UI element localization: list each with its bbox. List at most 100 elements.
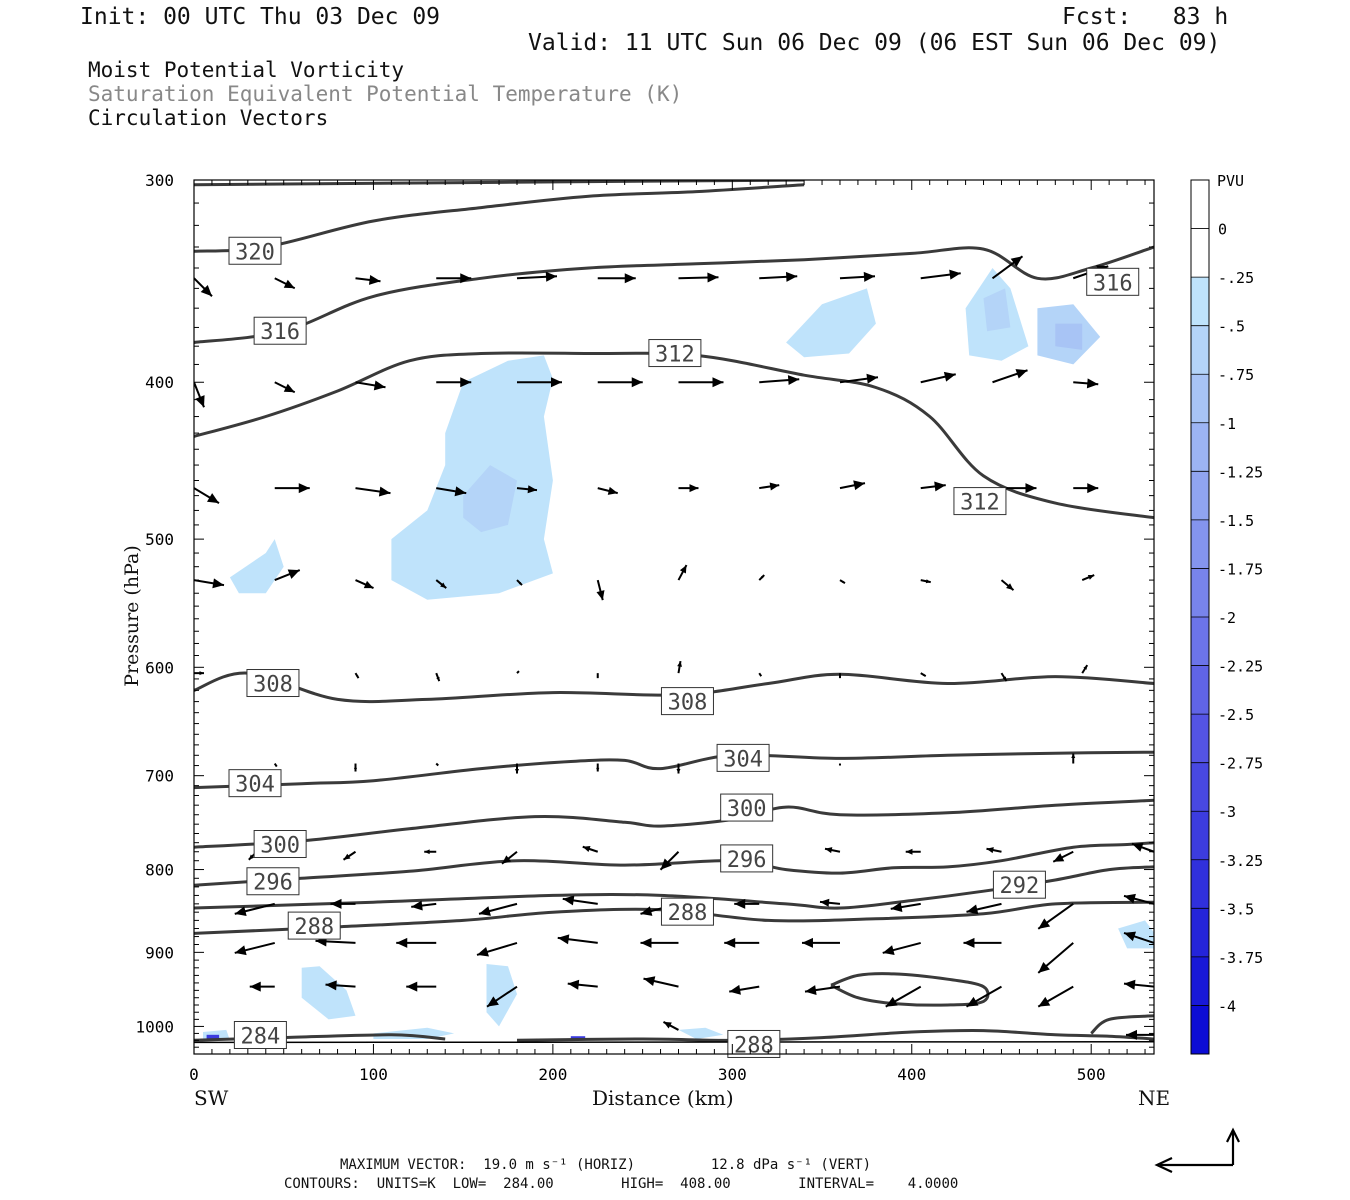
y-tick-label: 400: [145, 373, 174, 392]
svg-text:312: 312: [960, 491, 1000, 516]
circulation-vector: [1123, 979, 1154, 990]
circulation-vector: [1073, 483, 1099, 494]
surface-line: [194, 1040, 1154, 1044]
y-tick-label: 700: [145, 767, 174, 786]
svg-text:288: 288: [294, 915, 334, 940]
circulation-vector: [516, 271, 558, 282]
contour-label: 312: [953, 487, 1007, 516]
contours-note: CONTOURS: UNITS=K LOW= 284.00 HIGH= 408.…: [284, 1176, 959, 1192]
contour-label: 288: [287, 911, 341, 940]
circulation-vector: [677, 660, 682, 674]
colorbar-swatch: [1191, 277, 1209, 326]
contour-line-296: [194, 841, 1154, 887]
circulation-vector: [643, 976, 679, 988]
circulation-vector: [436, 273, 472, 284]
circulation-vector: [396, 937, 437, 948]
circulation-vector: [596, 579, 605, 601]
circulation-vector: [759, 271, 798, 282]
pv-region: [1118, 920, 1154, 949]
circulation-vector: [1037, 942, 1074, 974]
circulation-vector: [676, 763, 681, 774]
contour-label: 304: [716, 743, 770, 772]
pv-region: [678, 1027, 724, 1039]
circulation-vector: [1126, 1029, 1154, 1040]
colorbar-label: -1.25: [1218, 463, 1263, 481]
circulation-vector: [1001, 483, 1037, 494]
colorbar-label: -.5: [1218, 318, 1245, 336]
pv-shading-layer: [203, 268, 1154, 1041]
circulation-vector: [1081, 574, 1095, 582]
circulation-vector: [476, 941, 518, 957]
circulation-vector: [1000, 579, 1015, 591]
circulation-vector: [734, 898, 760, 909]
svg-text:300: 300: [260, 834, 300, 859]
circulation-vector: [1131, 842, 1154, 853]
circulation-vector: [486, 985, 518, 1008]
colorbar-swatch: [1191, 956, 1209, 1006]
circulation-vector: [824, 847, 841, 854]
circulation-vector: [920, 579, 931, 584]
contour-line-288: [1090, 1014, 1154, 1035]
contour-line-312: [194, 351, 1154, 520]
circulation-vector: [992, 369, 1028, 384]
contour-label: 288: [660, 897, 714, 926]
circulation-vector: [678, 272, 719, 283]
circulation-vector: [325, 980, 356, 991]
colorbar-swatch: [1191, 714, 1209, 763]
axis-ticks: 0 100 200 300 400 500 300 400 500 600 700 800 900 100…: [135, 171, 1154, 1084]
circulation-vector: [839, 480, 866, 491]
circulation-vector: [194, 578, 225, 589]
svg-text:300: 300: [727, 797, 767, 822]
circulation-vector: [516, 579, 523, 586]
y-tick-label: 300: [145, 171, 174, 190]
circulation-vector: [330, 898, 356, 909]
circulation-vector: [582, 845, 599, 853]
y-tick-label: 800: [145, 861, 174, 880]
x-axis-label: Distance (km): [592, 1086, 734, 1110]
x-tick-label: 300: [718, 1065, 747, 1084]
circulation-vector: [991, 255, 1024, 280]
circulation-vector: [516, 485, 538, 494]
circulation-vector: [355, 579, 374, 590]
svg-text:312: 312: [655, 343, 695, 368]
circulation-vector: [759, 482, 780, 491]
contour-label: 308: [246, 669, 300, 698]
colorbar-label: -3.5: [1218, 900, 1254, 918]
circulation-vector: [274, 483, 310, 494]
circulation-vector: [557, 934, 598, 945]
circulation-vector: [966, 902, 1002, 915]
colorbar-swatch: [1191, 325, 1209, 375]
circulation-vector: [882, 941, 921, 955]
colorbar-swatch: [1191, 665, 1209, 715]
svg-text:304: 304: [723, 747, 763, 772]
circulation-vectors: [194, 255, 1154, 1042]
circulation-vector: [1123, 893, 1154, 905]
x-tick-label: 500: [1077, 1065, 1106, 1084]
circulation-vector: [1081, 664, 1089, 674]
circulation-vector: [516, 377, 562, 388]
circulation-vector: [194, 487, 220, 504]
circulation-vector: [353, 763, 358, 772]
colorbar-label: -4: [1218, 997, 1236, 1015]
colorbar-swatch: [1191, 374, 1209, 423]
circulation-vector: [274, 381, 296, 394]
circulation-vector: [920, 481, 946, 492]
init-time: Init: 00 UTC Thu 03 Dec 09: [80, 4, 441, 30]
circulation-vector: [885, 985, 922, 1008]
svg-text:304: 304: [235, 773, 275, 798]
circulation-vector: [597, 486, 618, 495]
x-tick-label: 0: [189, 1065, 199, 1084]
circulation-vector: [194, 671, 204, 676]
colorbar-swatch: [1191, 568, 1209, 617]
contour-line-316: [194, 245, 1154, 344]
circulation-vector: [724, 937, 760, 948]
y-tick-label: 900: [145, 943, 174, 962]
circulation-vector: [355, 380, 386, 391]
circulation-vector: [406, 981, 437, 992]
contour-line-292: [830, 972, 990, 1007]
colorbar-label: -.75: [1218, 366, 1254, 384]
contour-label: 292: [992, 870, 1046, 899]
circulation-vector: [920, 672, 927, 677]
svg-text:316: 316: [260, 320, 300, 345]
